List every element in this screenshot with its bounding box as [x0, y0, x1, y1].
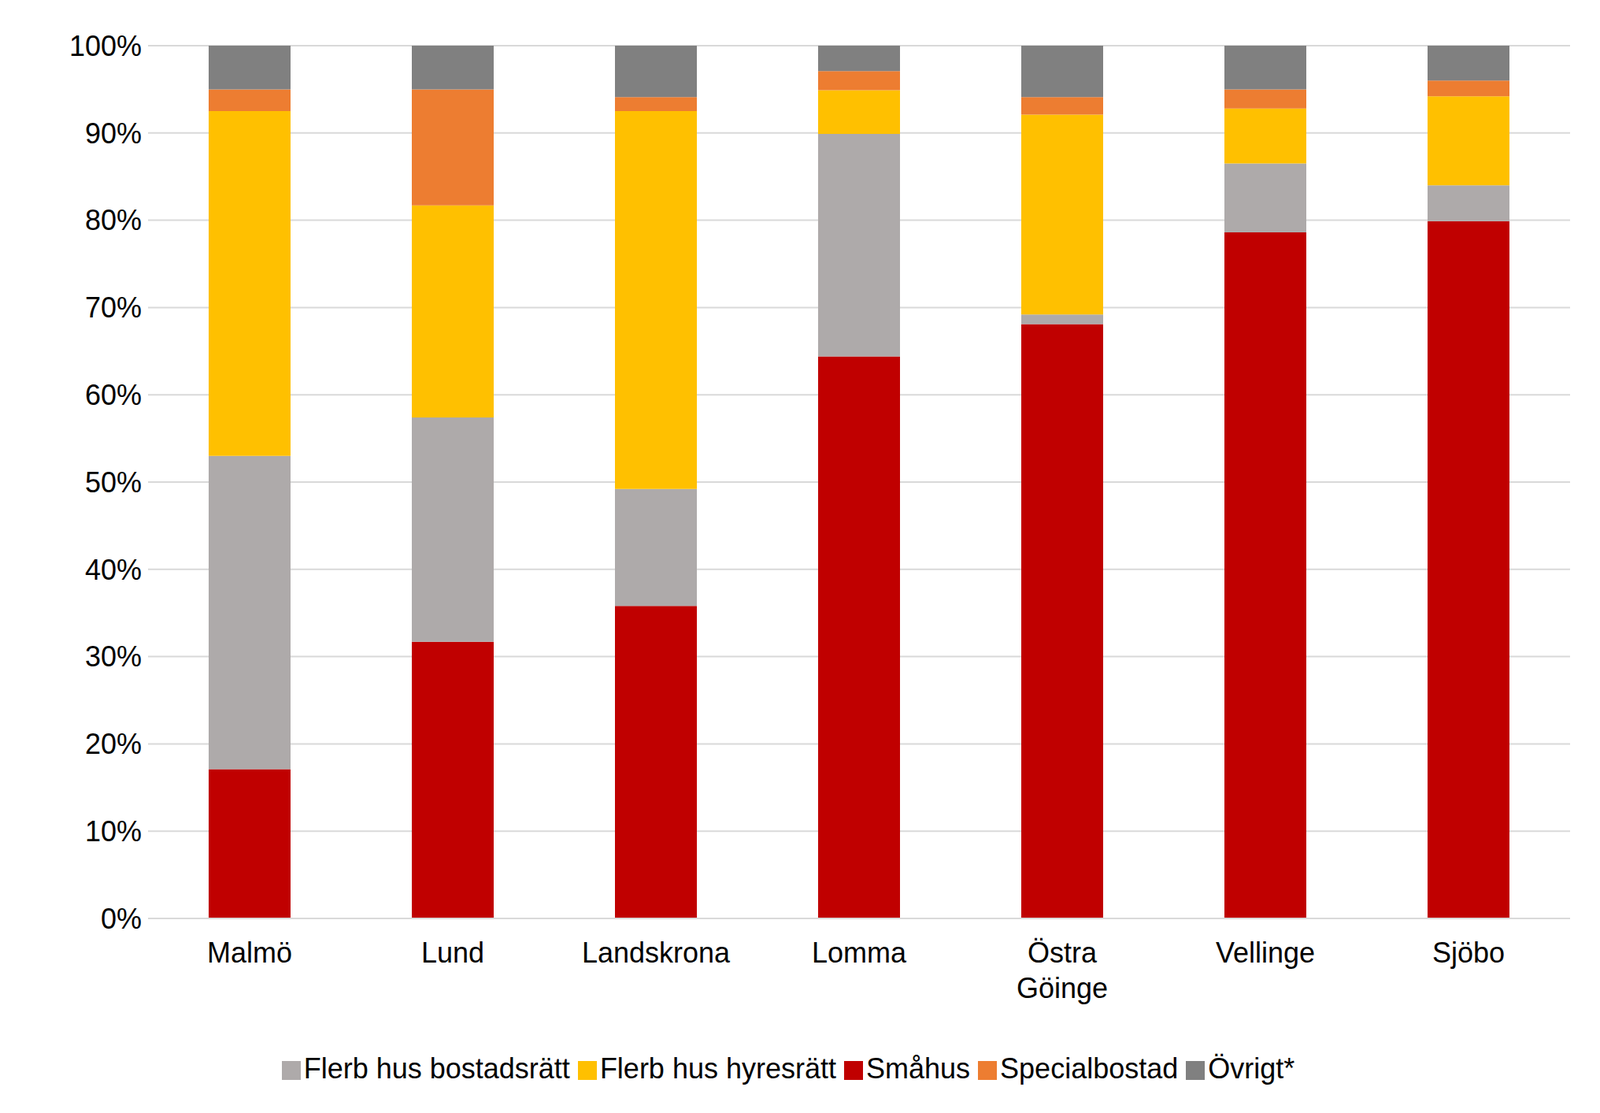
svg-text:Sjöbo: Sjöbo — [1432, 936, 1505, 969]
html-text:Övrigt*: Övrigt* — [1208, 1051, 1295, 1085]
svg-text:80%: 80% — [85, 203, 142, 237]
svg-text:100%: 100% — [69, 29, 142, 63]
html-text:Flerb hus hyresrätt: Flerb hus hyresrätt — [599, 1051, 837, 1085]
svg-text:Lund: Lund — [421, 936, 485, 969]
html-text:Specialbostad: Specialbostad — [1000, 1051, 1179, 1085]
html-text:Småhus: Småhus — [866, 1051, 971, 1085]
svg-text:40%: 40% — [85, 553, 142, 586]
svg-text:ÖstraGöinge: ÖstraGöinge — [1016, 936, 1108, 1004]
svg-text:70%: 70% — [85, 291, 142, 324]
svg-text:10%: 10% — [85, 814, 142, 848]
svg-text:20%: 20% — [85, 727, 142, 760]
html-text:Flerb hus bostadsrätt: Flerb hus bostadsrätt — [303, 1051, 570, 1085]
svg-text:0%: 0% — [100, 902, 142, 935]
svg-text:Landskrona: Landskrona — [581, 936, 731, 969]
svg-text:30%: 30% — [85, 640, 142, 673]
svg-text:Malmö: Malmö — [207, 936, 293, 969]
svg-text:Vellinge: Vellinge — [1215, 936, 1315, 969]
svg-text:60%: 60% — [85, 378, 142, 412]
svg-text:Lomma: Lomma — [811, 936, 908, 969]
svg-text:90%: 90% — [85, 117, 142, 150]
svg-text:50%: 50% — [85, 466, 142, 499]
